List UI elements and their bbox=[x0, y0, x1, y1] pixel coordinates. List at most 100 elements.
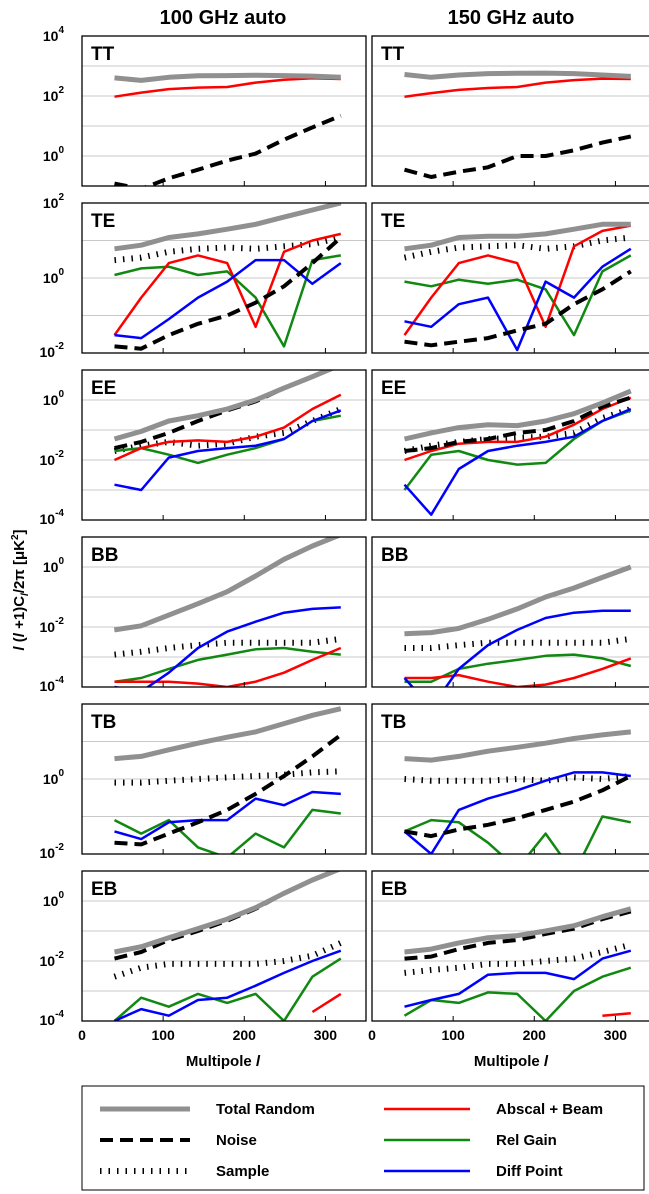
y-tick-eb-1: 10-2 bbox=[40, 950, 65, 969]
panel-label-ee: EE bbox=[381, 378, 406, 399]
series-group bbox=[113, 203, 343, 351]
series-group bbox=[403, 729, 632, 854]
series-diff-point-line bbox=[404, 247, 632, 352]
series-group bbox=[113, 370, 342, 492]
panel-tt-1: TT bbox=[81, 35, 367, 187]
legend: Total Random Abscal + Beam Noise Rel Gain Sa… bbox=[81, 1085, 645, 1191]
legend-label-abscal-beam: Abscal + Beam bbox=[496, 1101, 603, 1118]
x-axis-label-right: Multipole l bbox=[474, 1053, 549, 1070]
panel-te-2: TE bbox=[371, 202, 649, 354]
y-tick-tt-1: 102 bbox=[43, 85, 65, 104]
x-label-l-left: l bbox=[256, 1053, 261, 1070]
series-diff-point-line bbox=[403, 407, 632, 516]
series-group bbox=[403, 221, 632, 352]
series-diff-point-line bbox=[403, 771, 631, 854]
panel-eb-2: 0 100 200 300 EB bbox=[368, 870, 649, 1043]
panel-label-tb: TB bbox=[381, 712, 406, 733]
y-tick-te-0: 102 bbox=[43, 192, 65, 211]
panel-label-eb: EB bbox=[91, 879, 117, 900]
y-tick-eb-0-base: 10 bbox=[43, 893, 59, 909]
y-tick-eb-2: 10-4 bbox=[40, 1009, 65, 1028]
legend-label-sample: Sample bbox=[216, 1163, 269, 1180]
y-tick-ee-1-exp: -2 bbox=[55, 449, 64, 460]
series-group bbox=[403, 388, 632, 516]
panel-frame bbox=[371, 35, 649, 187]
panel-tb-1: TB bbox=[81, 703, 367, 855]
x-tick-label: 200 bbox=[523, 1027, 547, 1043]
x-tick-label: 200 bbox=[233, 1027, 257, 1043]
series-noise-line bbox=[114, 733, 343, 847]
x-label-text-left: Multipole bbox=[186, 1053, 256, 1070]
y-tick-eb-1-exp: -2 bbox=[55, 950, 64, 961]
legend-label-total-random: Total Random bbox=[216, 1101, 315, 1118]
panel-background bbox=[372, 871, 649, 1021]
series-total-random-line bbox=[403, 388, 632, 442]
panel-label-eb: EB bbox=[381, 879, 407, 900]
panel-frame bbox=[81, 202, 367, 354]
series-group bbox=[114, 72, 342, 186]
series-abscal-beam-line bbox=[404, 657, 632, 687]
y-tick-te-1-exp: 0 bbox=[58, 267, 64, 278]
series-group bbox=[113, 871, 343, 1021]
series-abscal-beam-line bbox=[404, 396, 632, 462]
y-tick-eb-0-exp: 0 bbox=[58, 890, 64, 901]
y-tick-bb-2: 10-4 bbox=[40, 675, 65, 694]
panel-frame bbox=[371, 536, 649, 688]
panel-label-bb: BB bbox=[91, 545, 118, 566]
y-tick-ee-1: 10-2 bbox=[40, 449, 65, 468]
series-group bbox=[403, 564, 632, 687]
panel-frame bbox=[371, 870, 649, 1022]
y-tick-bb-2-exp: -4 bbox=[55, 675, 64, 686]
y-tick-ee-0: 100 bbox=[43, 389, 65, 408]
series-total-random-line bbox=[114, 537, 342, 633]
series-abscal-beam-line bbox=[114, 77, 341, 98]
series-rel-gain-line bbox=[404, 815, 632, 854]
panel-te-1: TE bbox=[81, 202, 367, 354]
series-diff-point-line bbox=[114, 606, 341, 687]
legend-label-diff-point: Diff Point bbox=[496, 1163, 563, 1180]
panel-ee-1: EE bbox=[81, 369, 367, 521]
y-label-sup: 2 bbox=[10, 534, 21, 540]
y-tick-tt-0-exp: 4 bbox=[58, 25, 64, 36]
series-total-random-line bbox=[404, 221, 631, 252]
series-abscal-beam-line bbox=[113, 393, 342, 462]
series-diff-point-line bbox=[114, 258, 342, 340]
series-total-random-line bbox=[114, 871, 342, 955]
series-group bbox=[403, 906, 632, 1021]
series-total-random-line bbox=[114, 706, 342, 762]
series-total-random-line bbox=[114, 203, 342, 252]
series-group bbox=[113, 706, 343, 854]
y-tick-tt-2: 100 bbox=[43, 145, 65, 164]
y-tick-bb-1: 10-2 bbox=[40, 616, 65, 635]
y-tick-tb-1-exp: -2 bbox=[55, 842, 64, 853]
legend-label-rel-gain: Rel Gain bbox=[496, 1132, 557, 1149]
panel-frame bbox=[371, 369, 649, 521]
y-tick-eb-2-exp: -4 bbox=[55, 1009, 64, 1020]
y-tick-ee-0-exp: 0 bbox=[58, 389, 64, 400]
x-tick-label: 100 bbox=[441, 1027, 465, 1043]
y-tick-bb-1-exp: -2 bbox=[55, 616, 64, 627]
panel-label-tt: TT bbox=[91, 44, 115, 65]
series-total-random-line bbox=[404, 70, 631, 80]
panel-frame bbox=[371, 202, 649, 354]
panel-label-tt: TT bbox=[381, 44, 405, 65]
y-tick-tb-0-exp: 0 bbox=[58, 768, 64, 779]
panel-frame bbox=[81, 369, 367, 521]
y-label-l2: l bbox=[11, 632, 28, 637]
legend-label-noise: Noise bbox=[216, 1132, 257, 1149]
y-tick-bb-0-base: 10 bbox=[43, 559, 59, 575]
series-diff-point-line bbox=[404, 949, 632, 1008]
series-total-random-line bbox=[114, 72, 341, 83]
column-title-100ghz: 100 GHz auto bbox=[160, 7, 287, 29]
panel-tb-2: TB bbox=[371, 703, 649, 855]
y-tick-tt-0: 104 bbox=[43, 25, 65, 44]
panel-background bbox=[82, 871, 366, 1021]
panel-tt-2: TT bbox=[371, 35, 649, 187]
x-tick-label: 0 bbox=[368, 1027, 376, 1043]
series-abscal-beam-line bbox=[311, 992, 342, 1014]
y-tick-bb-1-base: 10 bbox=[40, 619, 56, 635]
series-rel-gain-line bbox=[403, 966, 632, 1021]
series-diff-point-line bbox=[403, 609, 631, 687]
series-total-random-line bbox=[404, 564, 632, 637]
